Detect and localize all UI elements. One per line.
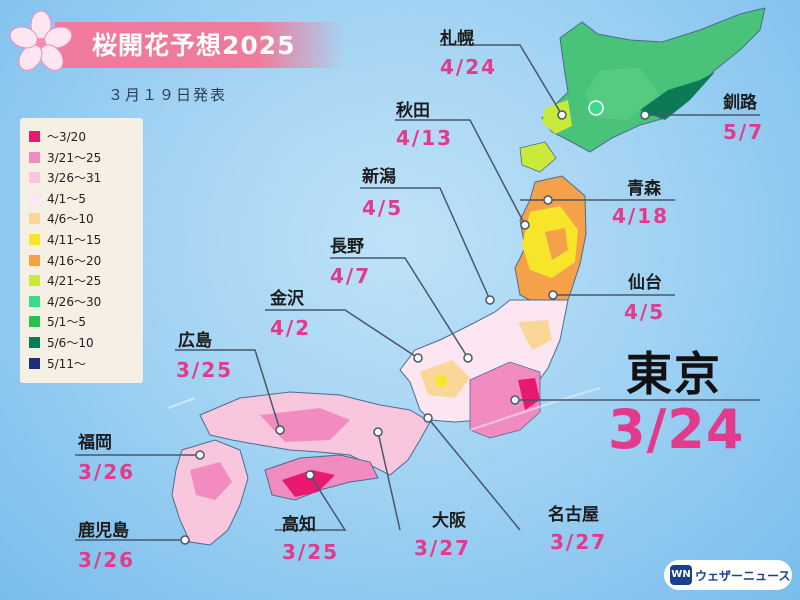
city-date-fukuoka: 3/26 (78, 460, 136, 484)
city-name-niigata: 新潟 (362, 167, 396, 187)
legend-label: 〜3/20 (47, 130, 86, 144)
city-date-niigata: 4/5 (362, 196, 404, 220)
legend: 〜3/20 3/21〜25 3/26〜31 4/1〜5 4/6〜10 4/11〜15 4/1… (20, 118, 143, 383)
marker-nagoya (423, 413, 433, 423)
city-markers (180, 110, 650, 545)
city-name-kanazawa: 金沢 (270, 289, 304, 309)
marker-aomori (543, 195, 553, 205)
city-name-akita: 秋田 (396, 101, 430, 121)
marker-fukuoka (195, 450, 205, 460)
city-date-tokyo: 3/24 (608, 398, 745, 461)
marker-kushiro (640, 110, 650, 120)
city-name-aomori: 青森 (627, 179, 661, 199)
legend-label: 5/11〜 (47, 356, 86, 371)
legend-swatch (29, 131, 40, 142)
legend-swatch (29, 337, 40, 348)
hokkaido-region (519, 7, 766, 173)
city-date-osaka: 3/27 (414, 536, 472, 560)
title-banner (55, 22, 345, 68)
legend-swatch (29, 295, 40, 307)
marker-kagoshima (180, 535, 190, 545)
city-date-nagano: 4/7 (330, 264, 372, 288)
marker-tokyo (510, 395, 520, 405)
legend-label: 4/11〜15 (47, 233, 102, 247)
city-name-kushiro: 釧路 (723, 93, 757, 113)
city-date-akita: 4/13 (396, 126, 454, 150)
marker-akita (520, 220, 530, 230)
legend-swatch (29, 275, 40, 287)
legend-swatch (29, 234, 40, 245)
city-name-hiroshima: 広島 (178, 331, 212, 351)
city-name-fukuoka: 福岡 (78, 433, 112, 453)
marker-niigata (485, 295, 495, 305)
city-date-sendai: 4/5 (624, 300, 666, 324)
city-date-sapporo: 4/24 (440, 55, 498, 79)
legend-label: 3/26〜31 (47, 171, 102, 186)
legend-label: 4/1〜5 (47, 191, 86, 206)
city-date-aomori: 4/18 (612, 204, 670, 228)
city-date-nagoya: 3/27 (550, 530, 608, 554)
marker-hiroshima (275, 425, 285, 435)
honshu-central-region (399, 299, 569, 439)
legend-swatch (29, 192, 40, 204)
city-name-kochi: 高知 (282, 515, 316, 535)
city-date-kanazawa: 4/2 (270, 316, 312, 340)
tohoku-region (514, 175, 587, 306)
city-name-osaka: 大阪 (432, 511, 466, 531)
legend-label: 5/1〜5 (47, 315, 86, 330)
city-name-sendai: 仙台 (628, 273, 662, 293)
legend-label: 4/26〜30 (47, 294, 102, 309)
marker-sendai (548, 290, 558, 300)
legend-label: 3/21〜25 (47, 150, 102, 165)
weathernews-logo-text: ウェザーニュース (695, 569, 791, 583)
legend-label: 4/21〜25 (47, 274, 102, 289)
legend-swatch (29, 213, 40, 225)
legend-swatch (29, 172, 40, 184)
sakura-icon (9, 10, 73, 71)
legend-swatch (29, 316, 40, 328)
city-name-nagoya: 名古屋 (548, 505, 599, 525)
city-name-sapporo: 札幌 (440, 29, 474, 49)
kyushu-region (171, 439, 249, 546)
weathernews-logo: WN ウェザーニュース (664, 560, 792, 590)
weathernews-logo-mark: WN (670, 565, 692, 585)
city-name-nagano: 長野 (330, 237, 364, 257)
announcement-date: ３月１９日発表 (108, 86, 228, 104)
shikoku-region (264, 454, 379, 501)
legend-label: 4/16〜20 (47, 253, 102, 268)
marker-sapporo (557, 110, 567, 120)
city-date-hiroshima: 3/25 (176, 358, 234, 382)
marker-kochi (305, 470, 315, 480)
page-title: 桜開花予想2025 (92, 31, 296, 60)
city-name-kagoshima: 鹿児島 (78, 521, 129, 541)
city-date-kushiro: 5/7 (723, 120, 765, 144)
city-date-kochi: 3/25 (282, 540, 340, 564)
city-name-tokyo: 東京 (626, 347, 722, 401)
marker-nagano (463, 353, 473, 363)
legend-swatch (29, 357, 40, 369)
marker-kanazawa (413, 353, 423, 363)
leader-lines (75, 44, 760, 541)
marker-osaka (373, 427, 383, 437)
legend-swatch (29, 151, 40, 163)
legend-label: 5/6〜10 (47, 336, 94, 350)
city-date-kagoshima: 3/26 (78, 548, 136, 572)
legend-swatch (29, 254, 40, 266)
legend-label: 4/6〜10 (47, 212, 94, 227)
